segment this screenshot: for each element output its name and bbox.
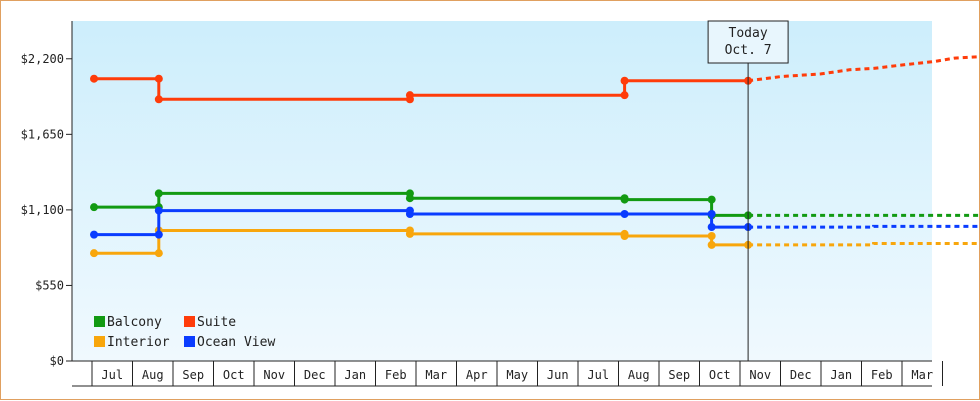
today-label-date: Oct. 7 bbox=[725, 43, 772, 58]
x-tick-label: Sep bbox=[182, 368, 204, 382]
today-box bbox=[707, 20, 789, 64]
data-point-ocean-view bbox=[707, 210, 716, 219]
data-point-balcony bbox=[154, 189, 163, 198]
data-point-suite bbox=[154, 74, 163, 83]
series-projection-interior bbox=[748, 242, 979, 247]
x-tick-label: Jan bbox=[344, 368, 366, 382]
data-point-ocean-view bbox=[620, 210, 629, 219]
legend-label-balcony: Balcony bbox=[107, 315, 162, 330]
legend-swatch-ocean-view bbox=[184, 336, 195, 347]
data-point-balcony bbox=[90, 203, 99, 212]
data-point-interior bbox=[620, 231, 629, 240]
data-point-ocean-view bbox=[154, 206, 163, 215]
x-tick-label: Apr bbox=[466, 368, 488, 382]
x-tick-label: Feb bbox=[385, 368, 407, 382]
data-point-suite bbox=[154, 95, 163, 104]
data-point-ocean-view bbox=[90, 230, 99, 239]
y-tick-label: $2,200 bbox=[21, 52, 64, 66]
x-tick-label: Sep bbox=[668, 368, 690, 382]
x-tick-label: Nov bbox=[749, 368, 771, 382]
series-line-interior bbox=[94, 229, 749, 255]
data-point-ocean-view bbox=[405, 210, 414, 219]
data-point-balcony bbox=[707, 195, 716, 204]
data-point-suite bbox=[620, 91, 629, 100]
data-point-suite bbox=[405, 91, 414, 100]
series-ocean-view bbox=[90, 206, 979, 239]
series-projection-suite bbox=[747, 55, 979, 83]
data-point-interior bbox=[90, 249, 99, 258]
x-tick-label: Jul bbox=[587, 368, 609, 382]
data-point-interior bbox=[707, 240, 716, 249]
series-suite bbox=[90, 55, 979, 104]
legend-label-suite: Suite bbox=[197, 315, 236, 330]
series-projection-ocean-view bbox=[748, 224, 979, 229]
legend-swatch-suite bbox=[184, 316, 195, 327]
x-tick-label: Oct bbox=[709, 368, 731, 382]
data-point-suite bbox=[90, 74, 99, 83]
x-tick-label: Jul bbox=[101, 368, 123, 382]
today-label-line1: Today bbox=[729, 26, 768, 41]
plot-background bbox=[72, 21, 932, 361]
x-tick-label: Aug bbox=[142, 368, 164, 382]
x-tick-label: Dec bbox=[304, 368, 326, 382]
y-tick-label: $550 bbox=[35, 278, 64, 292]
legend-swatch-balcony bbox=[94, 316, 105, 327]
series-line-balcony bbox=[94, 191, 749, 217]
x-tick-label: Jan bbox=[830, 368, 852, 382]
y-tick-label: $0 bbox=[50, 354, 64, 368]
x-tick-label: Mar bbox=[425, 368, 447, 382]
legend-label-ocean-view: Ocean View bbox=[197, 335, 275, 350]
y-tick-label: $1,650 bbox=[21, 127, 64, 141]
x-tick-label: Nov bbox=[263, 368, 285, 382]
series-interior bbox=[90, 226, 979, 258]
legend-swatch-interior bbox=[94, 336, 105, 347]
data-point-balcony bbox=[405, 194, 414, 203]
data-point-suite bbox=[620, 76, 629, 85]
x-tick-label: Mar bbox=[911, 368, 933, 382]
y-tick-label: $1,100 bbox=[21, 203, 64, 217]
data-point-ocean-view bbox=[707, 223, 716, 232]
x-tick-label: Jun bbox=[547, 368, 569, 382]
legend-label-interior: Interior bbox=[107, 335, 170, 350]
data-point-interior bbox=[707, 231, 716, 240]
data-point-interior bbox=[154, 249, 163, 258]
x-tick-label: Feb bbox=[871, 368, 893, 382]
x-tick-label: Oct bbox=[223, 368, 245, 382]
x-tick-label: May bbox=[506, 368, 528, 382]
data-point-interior bbox=[405, 229, 414, 238]
x-tick-label: Dec bbox=[790, 368, 812, 382]
data-point-ocean-view bbox=[154, 230, 163, 239]
x-tick-label: Aug bbox=[628, 368, 650, 382]
data-point-balcony bbox=[620, 195, 629, 204]
